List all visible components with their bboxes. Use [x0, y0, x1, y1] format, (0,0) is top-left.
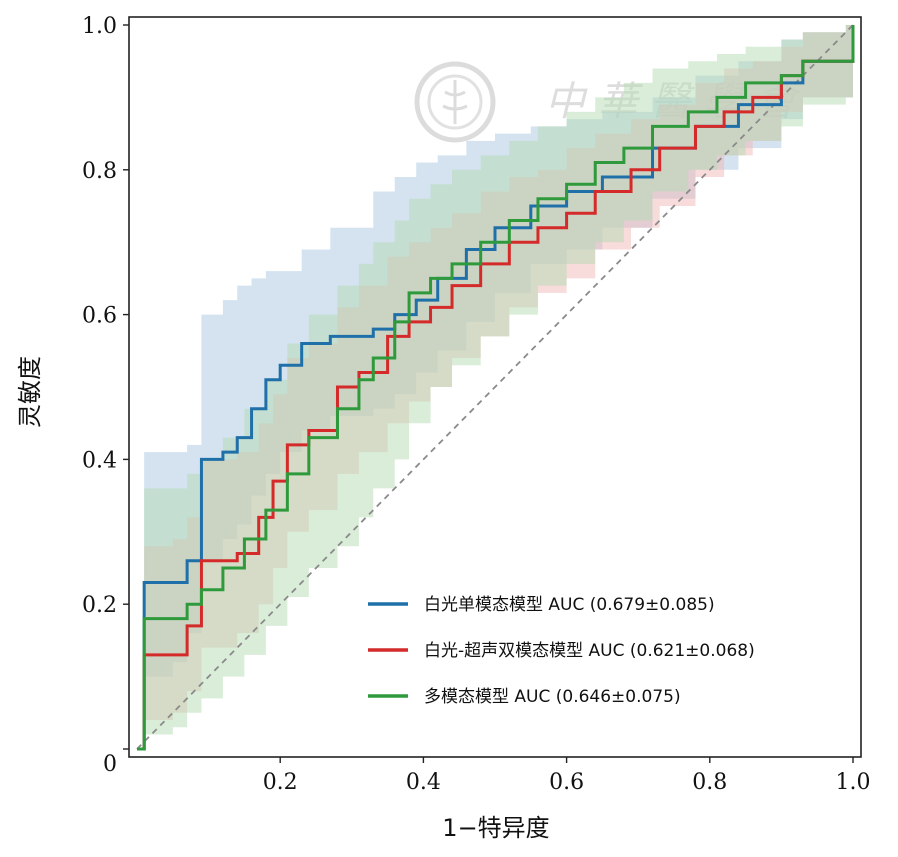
y-tick-label: 0.2	[82, 593, 117, 618]
y-tick-label: 1.0	[82, 14, 117, 39]
y-axis-title: 灵敏度	[16, 356, 44, 428]
y-tick-label: 0	[103, 752, 117, 777]
legend-label-1: 白光单模态模型 AUC (0.679±0.085)	[424, 595, 715, 615]
roc-lines	[137, 25, 855, 751]
x-axis-title: 1−特异度	[442, 814, 549, 842]
x-tick-label: 0.8	[692, 770, 727, 795]
watermark-emblem-icon	[414, 61, 496, 143]
watermark-emblem-inner-icon	[427, 74, 483, 130]
x-tick-label: 0.4	[406, 770, 441, 795]
x-tick-label: 0.2	[263, 770, 298, 795]
y-tick-label: 0.4	[82, 448, 117, 473]
plot-frame	[128, 16, 862, 758]
diagonal-reference-line	[136, 24, 854, 750]
x-tick-label: 0.6	[549, 770, 584, 795]
y-tick-label: 0.8	[82, 159, 117, 184]
x-tick-label: 1.0	[836, 770, 871, 795]
y-axis-ticks: 0 0.2 0.4 0.6 0.8 1.0	[82, 14, 129, 777]
legend: 白光单模态模型 AUC (0.679±0.085) 白光-超声双模态模型 AUC …	[368, 595, 755, 707]
roc-line-3	[137, 25, 855, 751]
legend-label-2: 白光-超声双模态模型 AUC (0.621±0.068)	[424, 641, 755, 661]
x-axis-ticks: 0.2 0.4 0.6 0.8 1.0	[263, 757, 871, 795]
watermark-emblem-staff-icon	[442, 80, 468, 124]
legend-label-3: 多模态模型 AUC (0.646±0.075)	[424, 687, 681, 707]
y-tick-label: 0.6	[82, 304, 117, 329]
